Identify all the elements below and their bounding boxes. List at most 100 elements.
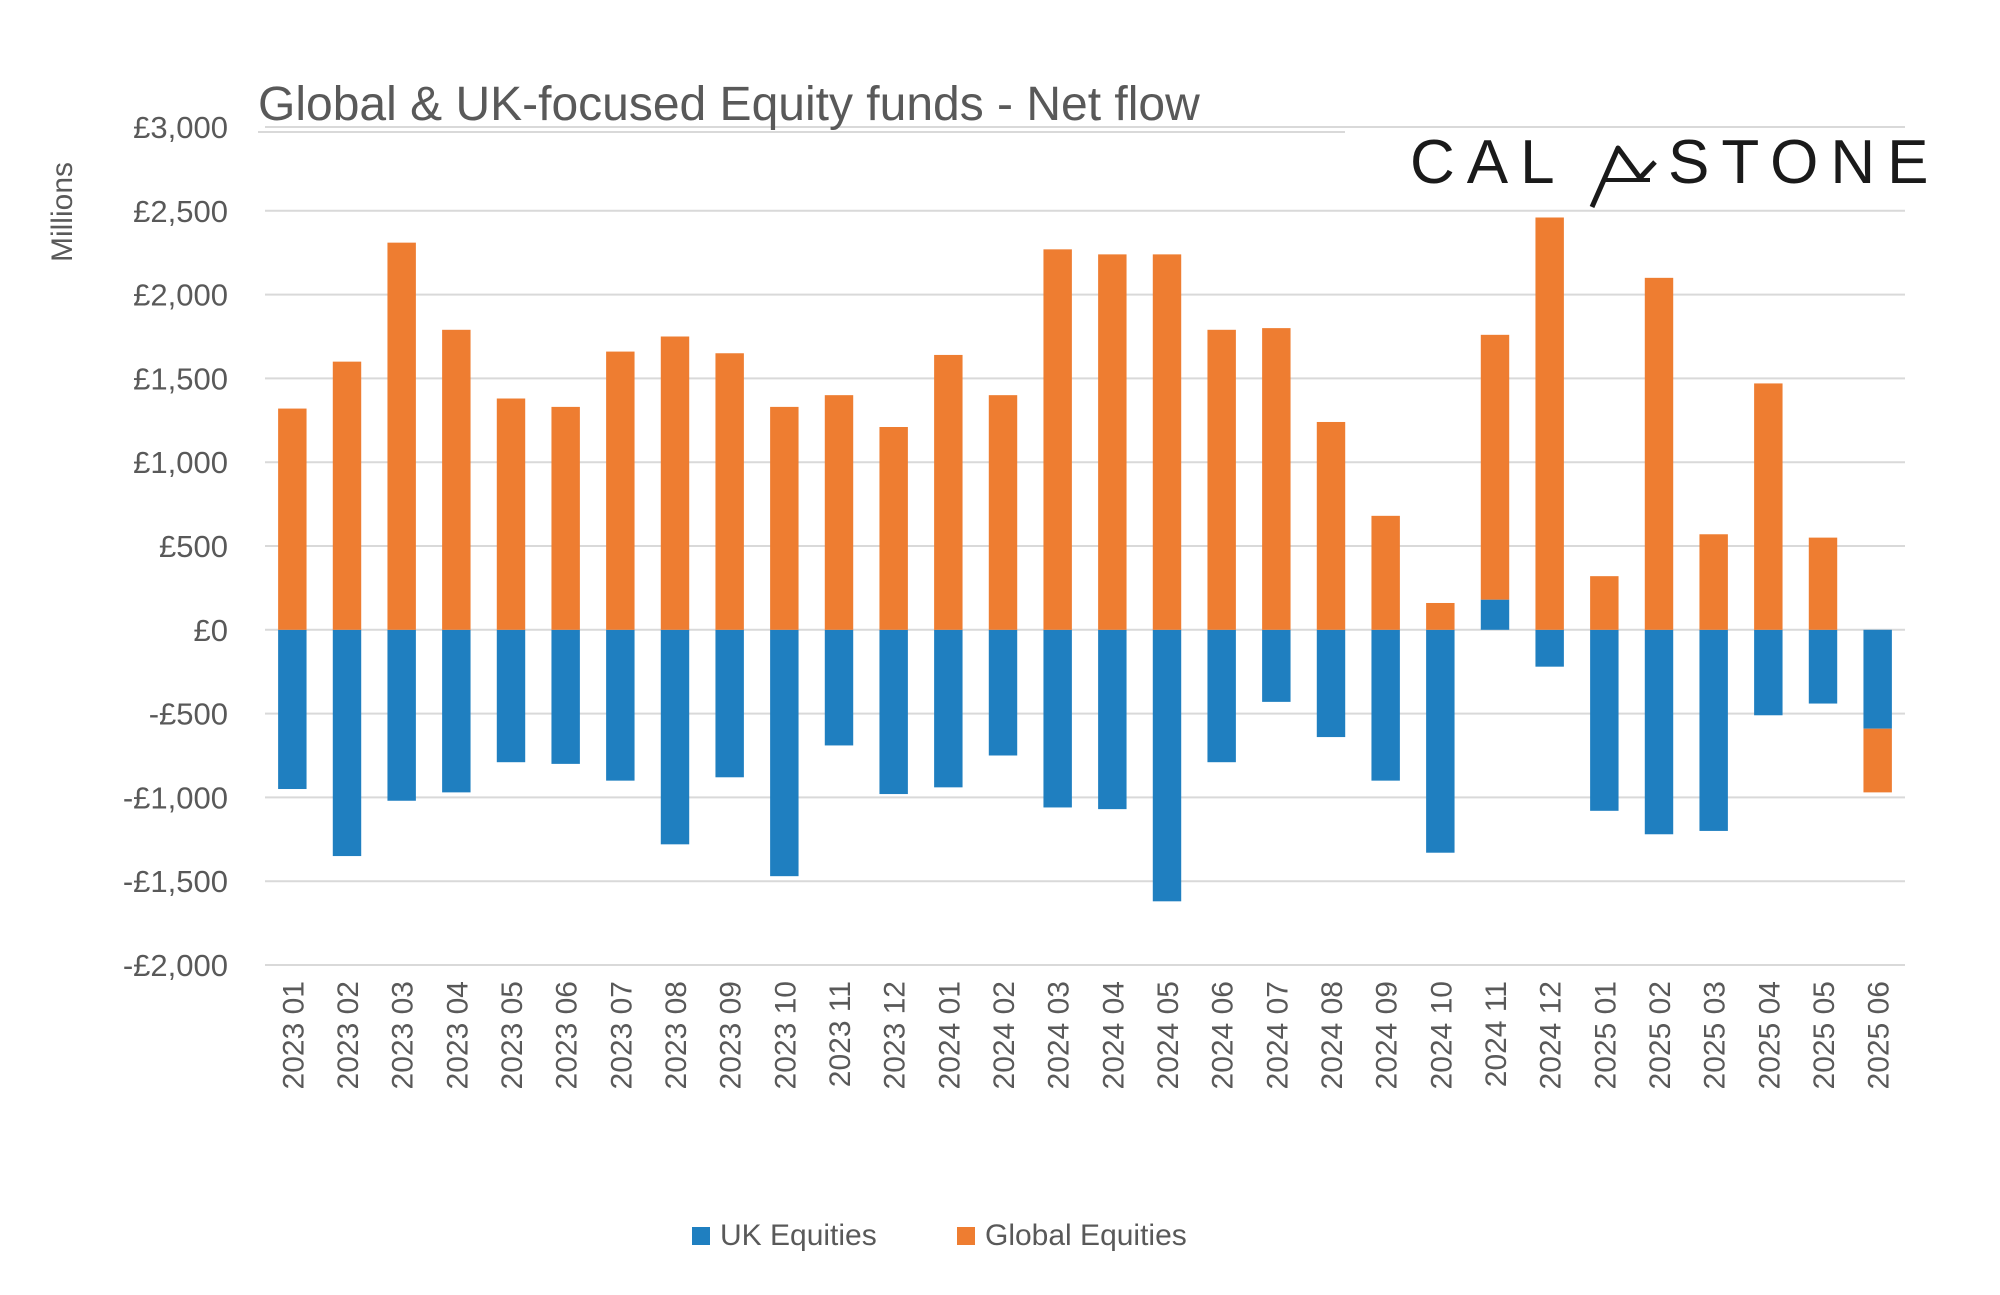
legend-swatch-uk <box>692 1227 710 1245</box>
bar-uk-equities <box>1371 629 1400 781</box>
x-tick-label: 2023 11 <box>824 981 857 1087</box>
x-tick-label: 2023 04 <box>441 981 474 1089</box>
bar-global-equities <box>824 395 854 630</box>
bar-global-equities <box>715 353 744 630</box>
bar-uk-equities <box>1535 629 1564 667</box>
legend: UK Equities Global Equities <box>692 1219 1187 1252</box>
bar-global-equities <box>770 406 799 630</box>
x-tick-label: 2025 01 <box>1589 981 1622 1089</box>
bar-uk-equities <box>1152 629 1182 902</box>
y-tick-label: -£2,000 <box>123 948 228 983</box>
bar-global-equities <box>332 361 362 630</box>
y-axis-label: Millions <box>46 162 79 262</box>
bar-global-equities <box>1262 328 1291 630</box>
y-tick-label: £1,500 <box>133 361 228 396</box>
bar-uk-equities <box>278 629 307 790</box>
bar-global-equities <box>1808 537 1838 630</box>
bar-global-equities <box>1699 534 1728 630</box>
y-tick-label: £2,000 <box>133 278 228 313</box>
bar-uk-equities <box>934 629 963 788</box>
bar-uk-equities <box>1043 629 1072 808</box>
bar-global-equities <box>1754 383 1783 630</box>
x-tick-label: 2024 04 <box>1097 981 1130 1089</box>
bar-uk-equities <box>1098 629 1127 810</box>
bar-uk-equities <box>1590 629 1619 811</box>
bar-uk-equities <box>1316 629 1346 738</box>
bar-global-equities <box>387 242 416 630</box>
y-tick-label: -£1,500 <box>123 864 228 899</box>
bar-global-equities <box>1644 277 1674 630</box>
bar-uk-equities <box>824 629 854 746</box>
bar-uk-equities <box>879 629 908 795</box>
bar-uk-equities <box>442 629 471 793</box>
bar-global-equities <box>1207 329 1236 630</box>
bar-global-equities <box>1863 728 1892 793</box>
bar-uk-equities <box>660 629 690 845</box>
x-tick-label: 2023 02 <box>332 981 365 1089</box>
bar-uk-equities <box>1644 629 1674 835</box>
y-tick-label: -£1,000 <box>123 780 228 815</box>
legend-label-uk: UK Equities <box>720 1219 877 1252</box>
bar-uk-equities <box>770 629 799 877</box>
bar-global-equities <box>1371 515 1400 630</box>
y-tick-label: £1,000 <box>133 445 228 480</box>
bar-uk-equities <box>1426 629 1455 853</box>
x-tick-label: 2025 06 <box>1863 981 1896 1089</box>
bar-global-equities <box>496 398 526 630</box>
bar-global-equities <box>660 336 690 630</box>
bar-uk-equities <box>606 629 635 781</box>
y-tick-label: -£500 <box>149 697 228 732</box>
svg-text:CAL: CAL <box>1410 128 1567 197</box>
bar-global-equities <box>1535 217 1564 630</box>
bar-uk-equities <box>1480 599 1510 630</box>
x-tick-label: 2023 08 <box>660 981 693 1089</box>
x-tick-label: 2025 04 <box>1753 981 1786 1089</box>
y-tick-label: £0 <box>194 613 228 648</box>
y-tick-label: £2,500 <box>133 194 228 229</box>
x-tick-label: 2023 03 <box>387 981 420 1089</box>
x-tick-label: 2024 08 <box>1316 981 1349 1089</box>
y-tick-label: £500 <box>159 529 228 564</box>
bar-uk-equities <box>387 629 416 801</box>
x-tick-label: 2024 06 <box>1207 981 1240 1089</box>
bar-uk-equities <box>1863 629 1892 729</box>
bar-global-equities <box>1590 576 1619 630</box>
x-tick-label: 2023 10 <box>769 981 802 1089</box>
x-tick-label: 2023 09 <box>715 981 748 1089</box>
x-tick-label: 2023 07 <box>605 981 638 1089</box>
x-tick-labels: 2023 01 2023 02 2023 03 2023 04 2023 05 2023 … <box>277 981 1895 1089</box>
bar-global-equities <box>934 354 963 630</box>
bar-global-equities <box>278 408 307 630</box>
bar-global-equities <box>988 395 1018 630</box>
y-tick-labels: £3,000 £2,500 £2,000 £1,500 £1,000 £500 £0 -£50… <box>123 110 228 983</box>
bar-global-equities <box>442 329 471 630</box>
bar-global-equities <box>606 351 635 630</box>
calastone-logo: CAL STONE <box>1410 128 1928 209</box>
bar-global-equities <box>1316 421 1346 630</box>
x-tick-label: 2024 10 <box>1425 981 1458 1089</box>
bar-uk-equities <box>1207 629 1236 763</box>
x-tick-label: 2024 12 <box>1535 981 1568 1089</box>
x-tick-label: 2025 03 <box>1699 981 1732 1089</box>
x-tick-label: 2023 12 <box>879 981 912 1089</box>
x-tick-label: 2023 01 <box>277 981 310 1089</box>
bar-global-equities <box>879 427 908 630</box>
bar-uk-equities <box>988 629 1018 756</box>
bars <box>278 217 1892 902</box>
bar-uk-equities <box>496 629 526 763</box>
x-tick-label: 2024 09 <box>1371 981 1404 1089</box>
legend-swatch-global <box>957 1227 975 1245</box>
bar-global-equities <box>551 406 580 630</box>
x-tick-label: 2024 02 <box>988 981 1021 1089</box>
bar-uk-equities <box>551 629 580 764</box>
x-tick-label: 2024 01 <box>933 981 966 1089</box>
y-tick-label: £3,000 <box>133 110 228 145</box>
bar-uk-equities <box>1262 629 1291 702</box>
legend-label-global: Global Equities <box>985 1219 1187 1252</box>
x-tick-label: 2024 07 <box>1261 981 1294 1089</box>
bar-global-equities <box>1152 254 1182 630</box>
bar-uk-equities <box>1808 629 1838 704</box>
bar-global-equities <box>1043 249 1072 630</box>
